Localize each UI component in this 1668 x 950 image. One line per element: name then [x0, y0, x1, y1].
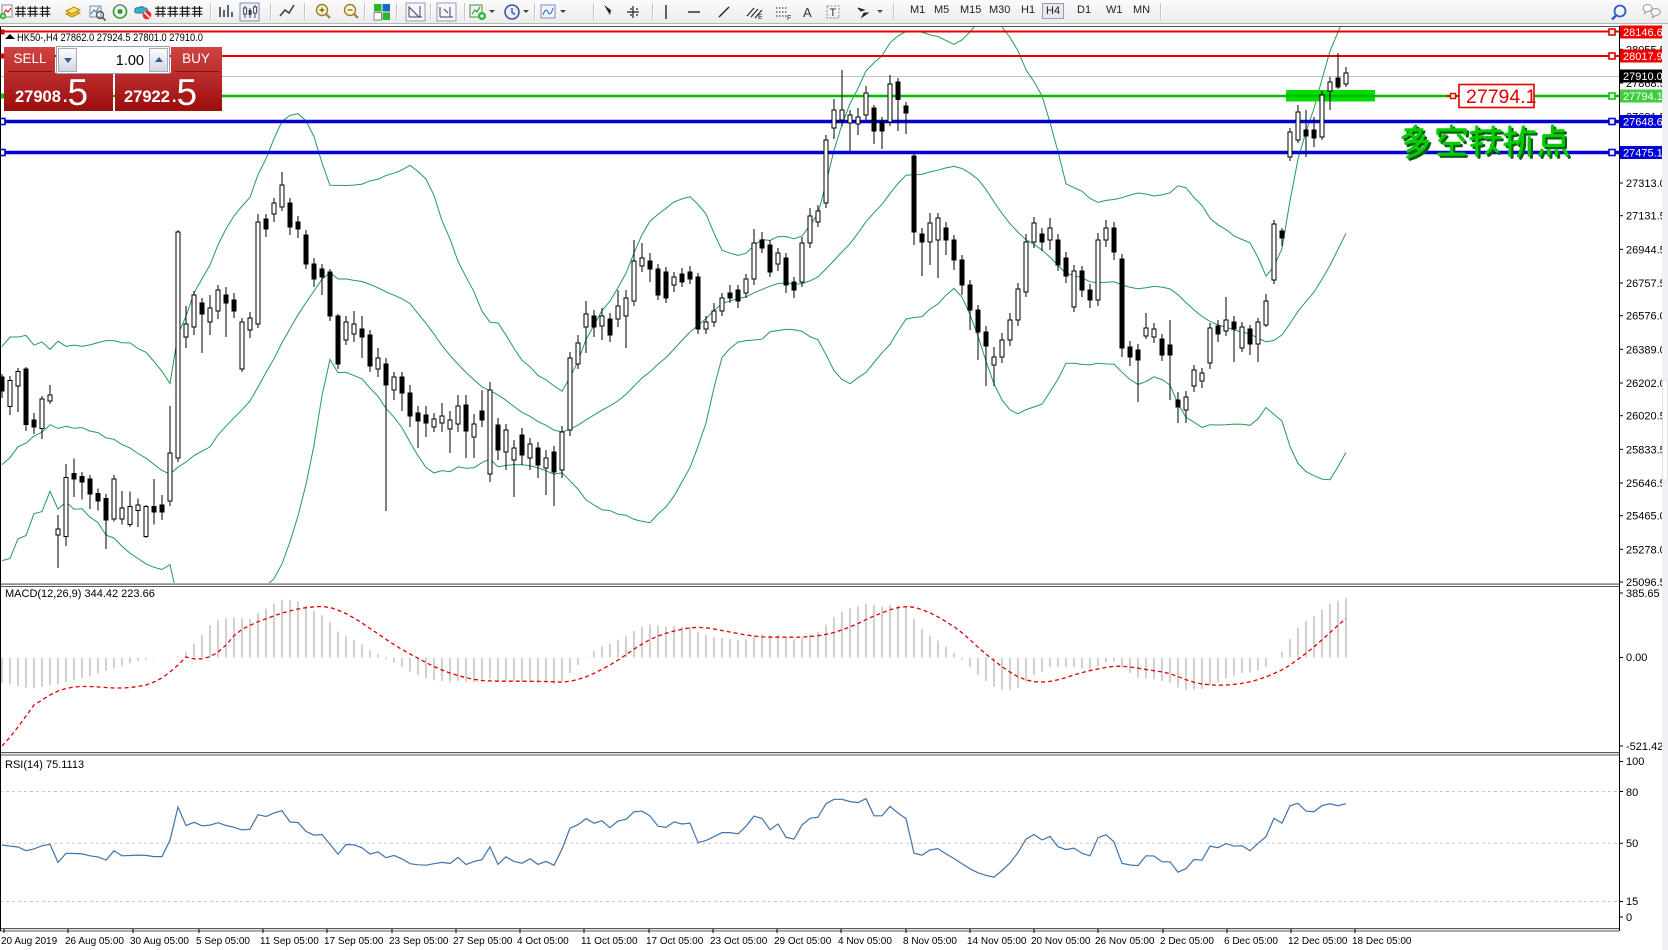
svg-text:100: 100 — [1626, 756, 1644, 768]
svg-text:F: F — [787, 15, 791, 22]
svg-text:14 Nov 05:00: 14 Nov 05:00 — [967, 936, 1027, 947]
svg-text:MACD(12,26,9) 344.42 223.66: MACD(12,26,9) 344.42 223.66 — [5, 588, 155, 600]
svg-text:27313.0: 27313.0 — [1626, 178, 1666, 190]
svg-text:25833.5: 25833.5 — [1626, 444, 1666, 456]
svg-text:28017.9: 28017.9 — [1623, 51, 1663, 63]
svg-text:25646.5: 25646.5 — [1626, 478, 1666, 490]
svg-text:11 Sep 05:00: 11 Sep 05:00 — [260, 936, 319, 947]
svg-text:26202.0: 26202.0 — [1626, 378, 1666, 390]
svg-text:26944.5: 26944.5 — [1626, 244, 1666, 256]
svg-text:27794.1: 27794.1 — [1466, 86, 1537, 108]
svg-text:2 Dec 05:00: 2 Dec 05:00 — [1160, 936, 1214, 947]
svg-text:-521.42: -521.42 — [1626, 741, 1663, 753]
svg-text:25465.0: 25465.0 — [1626, 511, 1666, 523]
svg-text:20 Aug 2019: 20 Aug 2019 — [1, 936, 58, 947]
svg-text:27 Sep 05:00: 27 Sep 05:00 — [453, 936, 513, 947]
svg-text:29 Oct 05:00: 29 Oct 05:00 — [774, 936, 832, 947]
svg-text:26 Aug 05:00: 26 Aug 05:00 — [65, 936, 124, 947]
svg-text:27648.6: 27648.6 — [1623, 117, 1663, 129]
svg-text:6 Dec 05:00: 6 Dec 05:00 — [1224, 936, 1278, 947]
svg-text:27910.0: 27910.0 — [1623, 71, 1663, 83]
svg-text:12 Dec 05:00: 12 Dec 05:00 — [1288, 936, 1348, 947]
svg-text:15: 15 — [1626, 896, 1638, 908]
svg-text:5 Sep 05:00: 5 Sep 05:00 — [196, 936, 250, 947]
svg-text:RSI(14) 75.1113: RSI(14) 75.1113 — [5, 759, 84, 771]
svg-text:4 Oct 05:00: 4 Oct 05:00 — [517, 936, 569, 947]
svg-text:4 Nov 05:00: 4 Nov 05:00 — [838, 936, 892, 947]
svg-text:11 Oct 05:00: 11 Oct 05:00 — [581, 936, 638, 947]
svg-text:17 Oct 05:00: 17 Oct 05:00 — [646, 936, 704, 947]
svg-text:27131.5: 27131.5 — [1626, 211, 1666, 223]
svg-text:17 Sep 05:00: 17 Sep 05:00 — [324, 936, 384, 947]
svg-text:23 Sep 05:00: 23 Sep 05:00 — [389, 936, 449, 947]
svg-text:26757.5: 26757.5 — [1626, 278, 1666, 290]
svg-text:23 Oct 05:00: 23 Oct 05:00 — [710, 936, 768, 947]
svg-text:25278.0: 25278.0 — [1626, 544, 1666, 556]
svg-text:30 Aug 05:00: 30 Aug 05:00 — [130, 936, 189, 947]
svg-text:26389.0: 26389.0 — [1626, 344, 1666, 356]
svg-text:28146.6: 28146.6 — [1623, 27, 1663, 39]
svg-text:T: T — [830, 7, 837, 19]
svg-text:80: 80 — [1626, 787, 1638, 799]
svg-text:8 Nov 05:00: 8 Nov 05:00 — [903, 936, 957, 947]
svg-text:26 Nov 05:00: 26 Nov 05:00 — [1095, 936, 1155, 947]
svg-text:0.00: 0.00 — [1626, 652, 1647, 664]
svg-text:26020.5: 26020.5 — [1626, 411, 1666, 423]
svg-text:18 Dec 05:00: 18 Dec 05:00 — [1352, 936, 1412, 947]
svg-text:A: A — [803, 5, 812, 20]
svg-text:0: 0 — [1626, 912, 1632, 924]
svg-text:27475.1: 27475.1 — [1623, 148, 1663, 160]
svg-text:25096.5: 25096.5 — [1626, 577, 1666, 589]
svg-text:HK50-,H4 27862.0 27924.5 2780: HK50-,H4 27862.0 27924.5 27801.0 27910.0 — [17, 32, 203, 44]
svg-text:20 Nov 05:00: 20 Nov 05:00 — [1031, 936, 1091, 947]
svg-text:385.65: 385.65 — [1626, 588, 1660, 600]
svg-text:50: 50 — [1626, 838, 1638, 850]
svg-text:26576.0: 26576.0 — [1626, 311, 1666, 323]
svg-text:27794.1: 27794.1 — [1623, 91, 1663, 103]
svg-text:E: E — [758, 14, 763, 21]
